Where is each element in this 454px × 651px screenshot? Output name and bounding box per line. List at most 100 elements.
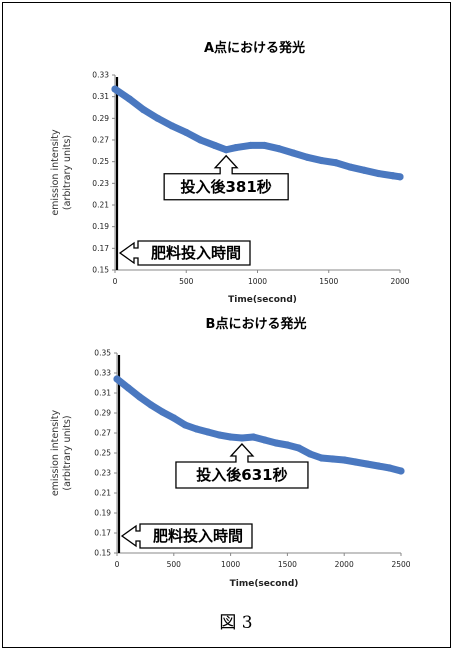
y-tick-label: 0.15 — [94, 549, 111, 558]
y-tick-label: 0.21 — [94, 489, 111, 498]
y-tick-label: 0.19 — [94, 509, 111, 518]
y-axis-label: emission intensity — [50, 409, 61, 496]
data-point — [196, 136, 205, 144]
y-tick-label: 0.25 — [94, 449, 111, 458]
data-point — [154, 114, 162, 122]
input-point-callout-box — [163, 154, 289, 201]
y-tick-label: 0.23 — [94, 469, 111, 478]
data-point — [124, 384, 132, 392]
y-tick-label: 0.27 — [94, 429, 111, 438]
fertilizer-callout-text: 肥料投入時間 — [153, 527, 243, 545]
data-point — [351, 458, 360, 466]
x-tick-label: 1500 — [319, 277, 338, 286]
x-tick-label: 2500 — [391, 560, 410, 569]
y-tick-label: 0.15 — [92, 266, 109, 275]
data-point — [182, 128, 190, 137]
data-point — [295, 444, 303, 452]
data-point — [211, 141, 219, 150]
y-tick-label: 0.35 — [94, 349, 111, 358]
y-tick-label: 0.19 — [92, 222, 109, 231]
data-point — [303, 153, 311, 161]
data-point — [168, 122, 176, 130]
data-point — [136, 393, 144, 401]
data-point — [306, 450, 314, 458]
data-point — [317, 454, 326, 462]
y-tick-label: 0.31 — [94, 389, 111, 398]
data-point — [275, 145, 283, 153]
data-point — [386, 464, 394, 472]
x-tick-label: 1000 — [221, 560, 240, 569]
data-point — [346, 163, 354, 171]
data-point — [396, 173, 404, 181]
data-point — [340, 456, 348, 464]
data-point — [261, 436, 269, 444]
x-tick-label: 2000 — [335, 560, 354, 569]
data-point — [397, 467, 405, 475]
data-point — [272, 439, 280, 447]
x-tick-label: 2000 — [390, 277, 409, 286]
data-point — [170, 414, 178, 422]
chart-title: B点における発光 — [206, 316, 307, 332]
data-point — [249, 433, 257, 441]
x-tick-label: 500 — [179, 277, 194, 286]
data-point — [238, 434, 246, 442]
data-point — [374, 462, 382, 470]
y-tick-label: 0.17 — [94, 529, 111, 538]
data-point — [181, 421, 189, 429]
data-point — [375, 169, 383, 178]
data-point — [389, 172, 397, 180]
data-point — [246, 141, 254, 150]
data-point — [215, 431, 223, 439]
data-point — [222, 146, 230, 154]
data-point — [363, 460, 371, 468]
y-axis-label-units: (arbitrary units) — [62, 135, 73, 210]
chart-title: A点における発光 — [204, 40, 305, 56]
data-point — [125, 95, 133, 103]
fertilizer-callout-text: 肥料投入時間 — [151, 244, 241, 262]
data-point — [332, 159, 340, 167]
data-point — [111, 85, 119, 93]
data-point — [329, 455, 337, 463]
fertilizer-callout-box — [118, 240, 251, 266]
data-point — [360, 166, 368, 174]
data-point — [139, 106, 148, 114]
data-point — [283, 441, 291, 449]
x-axis-label: Time(second) — [228, 295, 297, 305]
data-point — [147, 401, 155, 409]
y-tick-label: 0.21 — [92, 201, 109, 210]
y-tick-label: 0.29 — [92, 114, 109, 123]
x-tick-label: 500 — [167, 560, 182, 569]
data-point — [318, 156, 326, 165]
x-tick-label: 0 — [113, 277, 118, 286]
data-point — [261, 141, 269, 150]
data-point — [158, 408, 167, 416]
figure-caption: 図 3 — [219, 613, 252, 633]
data-series-band — [113, 375, 405, 475]
y-axis-label-units: (arbitrary units) — [62, 415, 73, 490]
fertilizer-callout-box — [120, 523, 253, 549]
x-axis-label: Time(second) — [230, 579, 299, 589]
y-tick-label: 0.33 — [92, 71, 109, 80]
x-tick-label: 0 — [115, 560, 120, 569]
y-tick-label: 0.17 — [92, 244, 109, 253]
y-axis-label: emission intensity — [50, 129, 61, 216]
y-tick-label: 0.29 — [94, 409, 111, 418]
y-tick-label: 0.27 — [92, 136, 109, 145]
y-tick-label: 0.31 — [92, 92, 109, 101]
data-point — [204, 428, 212, 436]
data-point — [192, 425, 201, 433]
data-series-band — [111, 85, 404, 181]
input-point-callout-text: 投入後381秒 — [180, 178, 271, 196]
y-tick-label: 0.23 — [92, 179, 109, 188]
x-tick-label: 1500 — [278, 560, 297, 569]
data-point — [289, 149, 297, 157]
y-tick-label: 0.33 — [94, 369, 111, 378]
input-point-callout-box — [175, 443, 309, 489]
data-point — [227, 433, 235, 441]
x-tick-label: 1000 — [248, 277, 267, 286]
data-point — [113, 375, 121, 383]
data-point — [232, 143, 240, 152]
y-tick-label: 0.25 — [92, 157, 109, 166]
